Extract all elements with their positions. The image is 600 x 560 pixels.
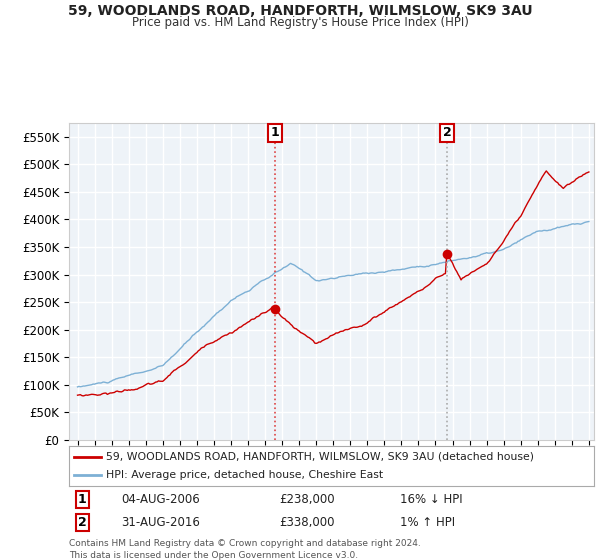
Text: Contains HM Land Registry data © Crown copyright and database right 2024.
This d: Contains HM Land Registry data © Crown c… bbox=[69, 539, 421, 559]
Text: 16% ↓ HPI: 16% ↓ HPI bbox=[400, 493, 463, 506]
Text: 31-AUG-2016: 31-AUG-2016 bbox=[121, 516, 200, 529]
Text: 1: 1 bbox=[271, 127, 279, 139]
Text: 04-AUG-2006: 04-AUG-2006 bbox=[121, 493, 200, 506]
Text: Price paid vs. HM Land Registry's House Price Index (HPI): Price paid vs. HM Land Registry's House … bbox=[131, 16, 469, 29]
Text: 1% ↑ HPI: 1% ↑ HPI bbox=[400, 516, 455, 529]
Text: 59, WOODLANDS ROAD, HANDFORTH, WILMSLOW, SK9 3AU: 59, WOODLANDS ROAD, HANDFORTH, WILMSLOW,… bbox=[68, 4, 532, 18]
Text: HPI: Average price, detached house, Cheshire East: HPI: Average price, detached house, Ches… bbox=[106, 470, 383, 480]
Text: 2: 2 bbox=[443, 127, 451, 139]
Text: £338,000: £338,000 bbox=[279, 516, 335, 529]
Text: 59, WOODLANDS ROAD, HANDFORTH, WILMSLOW, SK9 3AU (detached house): 59, WOODLANDS ROAD, HANDFORTH, WILMSLOW,… bbox=[106, 452, 534, 461]
Text: 1: 1 bbox=[78, 493, 86, 506]
Text: 2: 2 bbox=[78, 516, 86, 529]
Text: £238,000: £238,000 bbox=[279, 493, 335, 506]
